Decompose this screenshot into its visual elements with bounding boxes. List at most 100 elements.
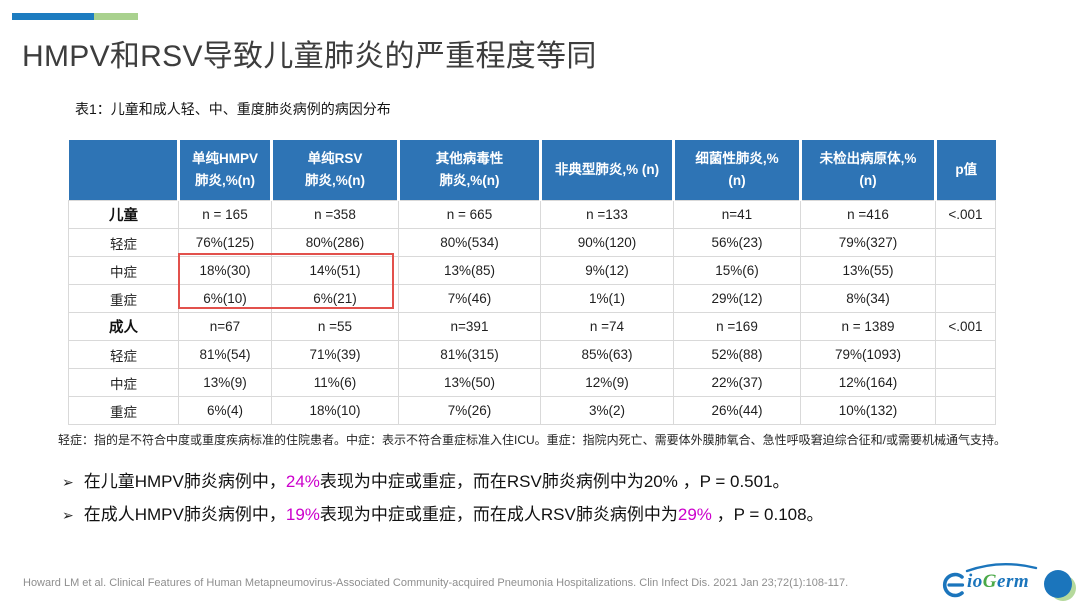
bullet-text-tail: ，P = 0.108。 (711, 505, 824, 525)
logo-text: ioGerm (967, 571, 1029, 593)
cell: 56%(23) (673, 228, 801, 257)
cell (935, 256, 996, 285)
table-row-children-moderate: 中症 18%(30) 14%(51) 13%(85) 9%(12) 15%(6)… (68, 256, 996, 285)
cell: n = 1389 (800, 312, 936, 341)
table-row-adults-mild: 轻症 81%(54) 71%(39) 81%(315) 85%(63) 52%(… (68, 340, 996, 369)
cell: n = 165 (178, 200, 272, 229)
cell: 6%(4) (178, 396, 272, 425)
cell: 80%(534) (398, 228, 541, 257)
arrow-bullet-icon: ➢ (62, 507, 74, 524)
cell (935, 340, 996, 369)
cell: 3%(2) (540, 396, 674, 425)
row-label: 儿童 (68, 200, 179, 229)
cell: 85%(63) (540, 340, 674, 369)
bullet-text-pre: 在儿童HMPV肺炎病例中， (83, 472, 286, 491)
bullet-highlight: 24% (285, 472, 320, 491)
cell: 90%(120) (540, 228, 674, 257)
cell: 13%(9) (178, 368, 272, 397)
header-cell-other-viral: 其他病毒性 肺炎,%(n) (397, 140, 541, 201)
cell: 15%(6) (673, 256, 801, 285)
cell (935, 368, 996, 397)
cell: 8%(34) (800, 284, 936, 313)
bullet-text-pre: 在成人HMPV肺炎病例中， (83, 505, 286, 525)
cell: n=41 (673, 200, 801, 229)
cell: 7%(46) (398, 284, 541, 313)
cell: n =358 (271, 200, 399, 229)
cell: 81%(54) (178, 340, 272, 369)
cell: 18%(10) (271, 396, 399, 425)
row-label: 成人 (68, 312, 179, 341)
bullet-highlight: 29% (677, 505, 712, 525)
cell: 79%(1093) (800, 340, 936, 369)
bullet-text: 在成人HMPV肺炎病例中，19%表现为中症或重症，而在成人RSV肺炎病例中为29… (84, 504, 824, 525)
logo-swoosh-icon (965, 562, 1038, 573)
table-row-children-severe: 重症 6%(10) 6%(21) 7%(46) 1%(1) 29%(12) 8%… (68, 284, 996, 313)
cell: 29%(12) (673, 284, 801, 313)
cell: n =74 (540, 312, 674, 341)
table-row-children-mild: 轻症 76%(125) 80%(286) 80%(534) 90%(120) 5… (68, 228, 996, 257)
cell: n=67 (178, 312, 272, 341)
bullet-text-mid: 表现为中症或重症，而在RSV肺炎病例中为20% ，P = 0.501。 (319, 472, 790, 491)
cell: 26%(44) (673, 396, 801, 425)
cell (935, 228, 996, 257)
cell: 6%(10) (178, 284, 272, 313)
cell: 79%(327) (800, 228, 936, 257)
cell: 52%(88) (673, 340, 801, 369)
logo-glyphs-icon (942, 562, 1038, 598)
cell: n =55 (271, 312, 399, 341)
logo-text-g: G (982, 571, 998, 592)
cell: <.001 (935, 312, 996, 341)
header-cell-bacterial: 细菌性肺炎,% (n) (672, 140, 801, 201)
logo-e-icon (942, 572, 964, 598)
cell: 11%(6) (271, 368, 399, 397)
cell: n = 665 (398, 200, 541, 229)
header-cell-blank (68, 140, 179, 201)
table-row-children: 儿童 n = 165 n =358 n = 665 n =133 n=41 n … (68, 200, 996, 229)
cell: n =169 (673, 312, 801, 341)
cell: 13%(85) (398, 256, 541, 285)
cell: 71%(39) (271, 340, 399, 369)
arrow-bullet-icon: ➢ (62, 474, 74, 490)
cell: <.001 (935, 200, 996, 229)
bullet-list: ➢ 在儿童HMPV肺炎病例中，24%表现为中症或重症，而在RSV肺炎病例中为20… (62, 471, 1022, 538)
header-cell-no-pathogen: 未检出病原体,% (n) (799, 140, 936, 201)
cell: 1%(1) (540, 284, 674, 313)
header-cell-rsv: 单纯RSV 肺炎,%(n) (270, 140, 399, 201)
cell: 10%(132) (800, 396, 936, 425)
row-label: 中症 (68, 256, 179, 285)
etiology-table-wrap: 单纯HMPV 肺炎,%(n) 单纯RSV 肺炎,%(n) 其他病毒性 肺炎,%(… (68, 140, 996, 425)
row-label: 轻症 (68, 228, 179, 257)
row-label: 中症 (68, 368, 179, 397)
cell (935, 284, 996, 313)
header-cell-pvalue: p值 (934, 140, 996, 201)
header-cell-hmpv: 单纯HMPV 肺炎,%(n) (177, 140, 272, 201)
cell: 81%(315) (398, 340, 541, 369)
cell: 22%(37) (673, 368, 801, 397)
cell: 80%(286) (271, 228, 399, 257)
cell: 18%(30) (178, 256, 272, 285)
cell: 76%(125) (178, 228, 272, 257)
citation: Howard LM et al. Clinical Features of Hu… (23, 577, 849, 589)
cell: n=391 (398, 312, 541, 341)
cell: 14%(51) (271, 256, 399, 285)
accent-bar-green (94, 13, 138, 20)
cell: 12%(9) (540, 368, 674, 397)
cell: 12%(164) (800, 368, 936, 397)
etiology-table: 单纯HMPV 肺炎,%(n) 单纯RSV 肺炎,%(n) 其他病毒性 肺炎,%(… (68, 140, 996, 425)
cell: 7%(26) (398, 396, 541, 425)
table-row-adults: 成人 n=67 n =55 n=391 n =74 n =169 n = 138… (68, 312, 996, 341)
cell: 6%(21) (271, 284, 399, 313)
cell: 13%(50) (398, 368, 541, 397)
bullet-item: ➢ 在成人HMPV肺炎病例中，19%表现为中症或重症，而在成人RSV肺炎病例中为… (62, 504, 1022, 525)
bullet-highlight: 19% (285, 505, 320, 525)
biogerm-logo: ioGerm (936, 558, 1042, 604)
cell (935, 396, 996, 425)
bullet-text: 在儿童HMPV肺炎病例中，24%表现为中症或重症，而在RSV肺炎病例中为20% … (84, 471, 790, 492)
bullet-text-mid: 表现为中症或重症，而在成人RSV肺炎病例中为 (319, 505, 678, 525)
table-header-row: 单纯HMPV 肺炎,%(n) 单纯RSV 肺炎,%(n) 其他病毒性 肺炎,%(… (68, 140, 996, 201)
logo-text-erm: erm (997, 571, 1030, 592)
table-row-adults-moderate: 中症 13%(9) 11%(6) 13%(50) 12%(9) 22%(37) … (68, 368, 996, 397)
table-row-adults-severe: 重症 6%(4) 18%(10) 7%(26) 3%(2) 26%(44) 10… (68, 396, 996, 425)
slide-title: HMPV和RSV导致儿童肺炎的严重程度等同 (22, 40, 597, 73)
